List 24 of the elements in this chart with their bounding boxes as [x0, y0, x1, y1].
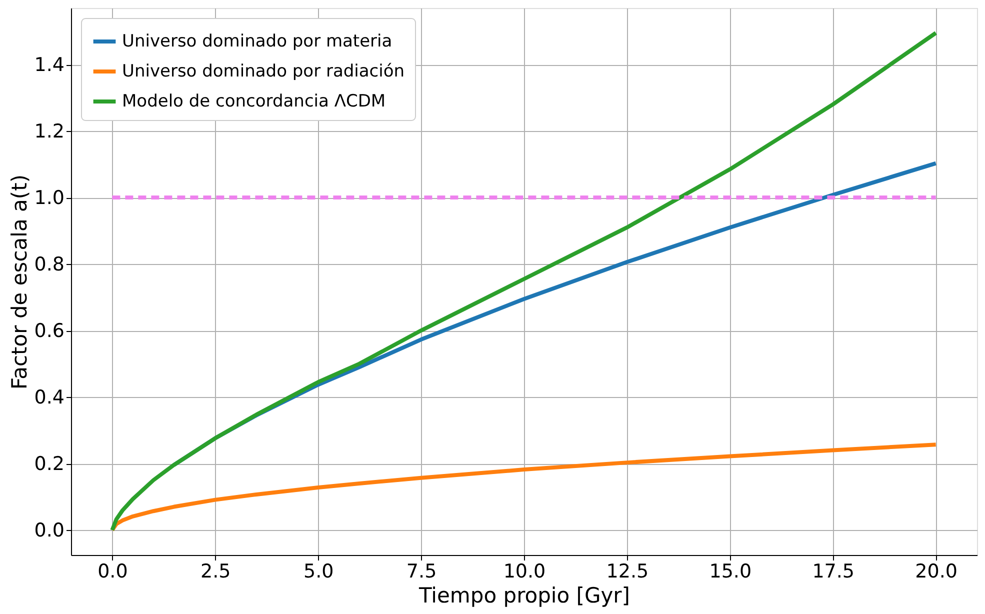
legend-label: Universo dominado por materia: [122, 32, 392, 52]
x-tick-label: 2.5: [200, 560, 231, 582]
x-tick-label: 7.5: [406, 560, 437, 582]
x-axis-title: Tiempo propio [Gyr]: [418, 584, 630, 608]
x-tick-label: 15.0: [709, 560, 752, 582]
x-tick-label: 20.0: [915, 560, 958, 582]
y-tick-label: 0.0: [34, 520, 64, 542]
x-tick-label: 17.5: [812, 560, 855, 582]
x-tick-label: 10.0: [503, 560, 546, 582]
y-tick-label: 0.2: [34, 453, 64, 476]
x-tick-label: 12.5: [606, 560, 649, 582]
x-tick-label: 0.0: [98, 560, 128, 582]
legend-label: Universo dominado por radiación: [122, 62, 405, 82]
legend-label: Modelo de concordancia ΛCDM: [122, 92, 386, 112]
y-tick-label: 1.0: [34, 187, 64, 210]
y-tick-label: 0.8: [34, 254, 64, 276]
line-series: [110, 30, 938, 532]
y-axis-title: Factor de escala a(t): [7, 174, 32, 390]
y-tick-label: 1.4: [34, 54, 64, 76]
y-tick-label: 1.2: [34, 120, 64, 143]
y-tick-label: 0.4: [34, 386, 64, 409]
x-tick-label: 5.0: [303, 560, 334, 582]
y-tick-label: 0.6: [34, 320, 64, 342]
line-series: [110, 442, 938, 532]
